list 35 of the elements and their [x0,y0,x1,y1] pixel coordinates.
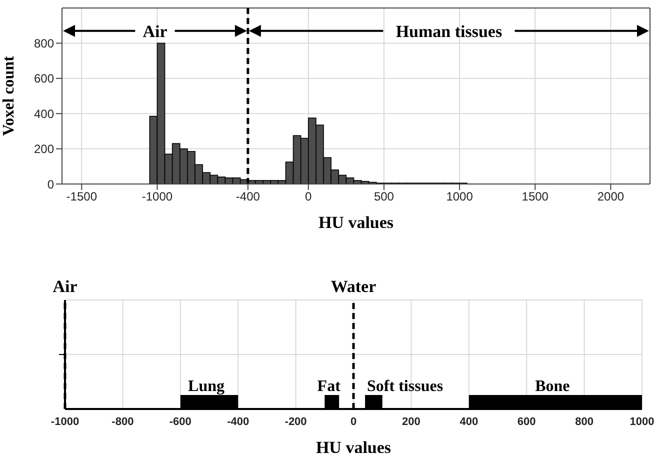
x-tick-label: 0 [350,416,357,428]
y-tick-label: 600 [34,72,54,86]
series-label: Soft tissues [367,378,444,395]
x-tick-label: -400 [227,416,250,428]
y-tick-label: 0 [47,177,54,192]
series-label: Bone [535,378,570,395]
x-tick-label: 800 [575,416,594,428]
x-tick-label: 1000 [446,190,474,204]
series-label: Fat [317,378,342,395]
annotation: Human tissues [396,22,502,41]
x-tick-label: -600 [169,416,192,428]
x-axis-title: HU values [318,213,394,232]
x-tick-label: -800 [112,416,134,428]
x-tick-label: -400 [236,190,260,204]
x-tick-label: 0 [305,190,312,204]
y-tick-label: 200 [34,142,54,156]
annotation: Air [142,22,168,41]
x-tick-label: -200 [284,416,307,428]
x-tick-label: 600 [517,416,536,428]
ref-line-label: Water [330,277,377,296]
x-tick-label: 200 [402,416,420,428]
x-tick-label: -1000 [50,416,80,428]
x-tick-label: 500 [374,190,394,204]
x-axis-title: HU values [316,438,392,457]
y-tick-label: 400 [34,106,54,121]
y-tick-label: 800 [34,36,54,50]
x-tick-label: -1000 [142,190,173,204]
ref-line-label: Air [52,277,78,296]
y-axis-title: Voxel count [0,55,18,136]
x-tick-label: 400 [460,416,478,428]
x-tick-label: 2000 [597,190,624,204]
x-tick-label: 1000 [630,416,654,428]
x-tick-label: 1500 [522,190,549,204]
x-tick-label: -1500 [66,190,98,204]
series-label: Lung [188,378,224,395]
